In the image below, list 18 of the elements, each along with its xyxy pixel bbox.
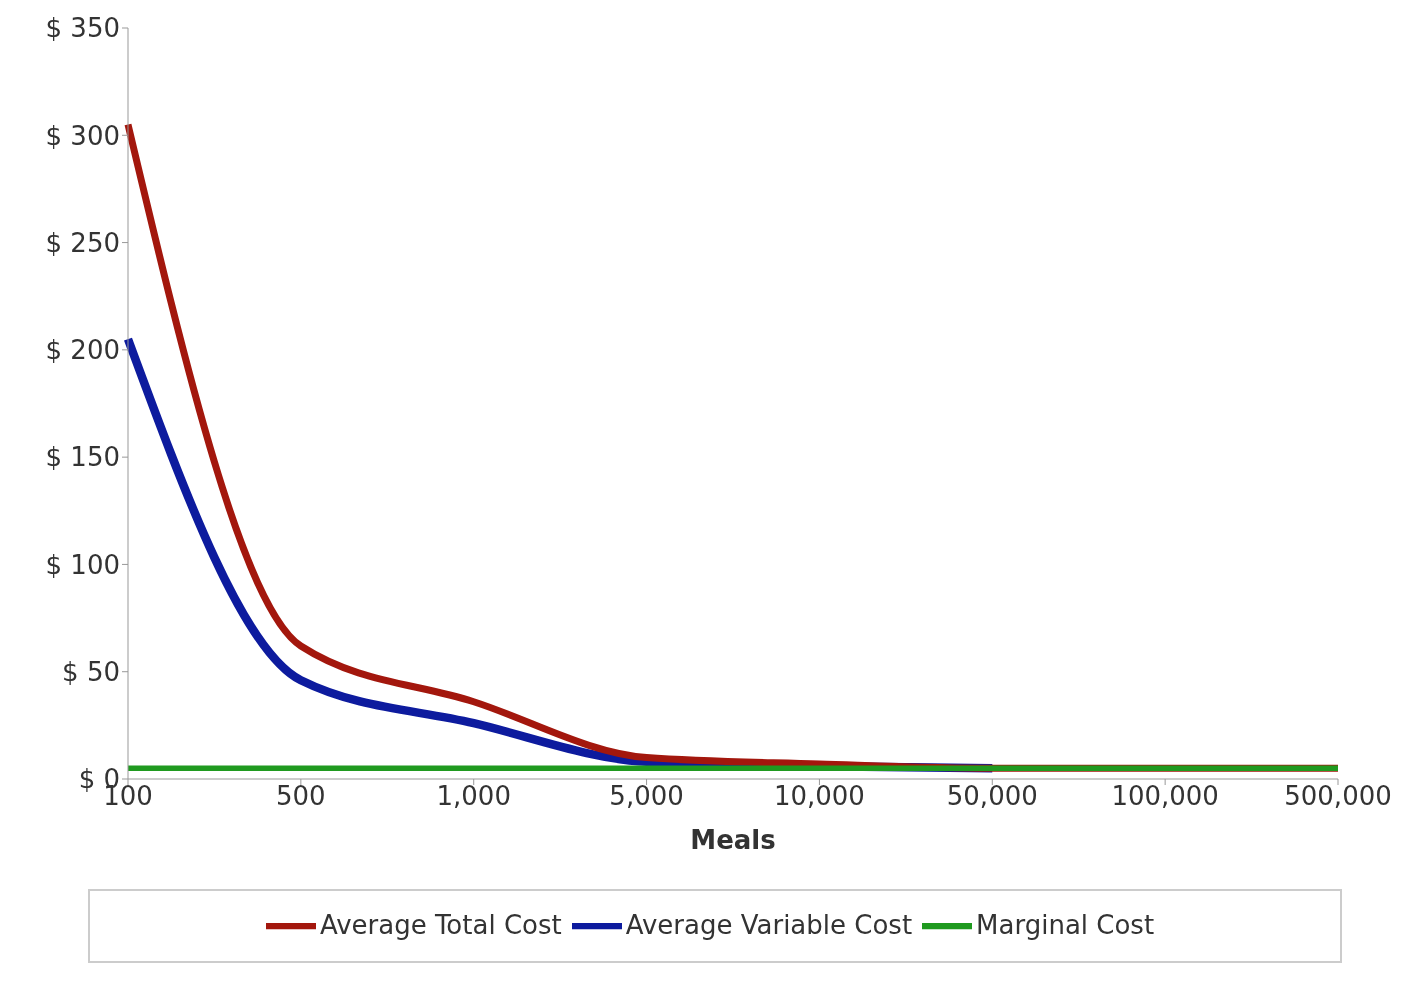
x-axis-title: Meals [690, 825, 776, 855]
y-tick-label: $ 300 [45, 120, 120, 151]
x-tick-label: 500 [276, 781, 326, 812]
y-tick-label: $ 100 [45, 549, 120, 580]
y-tick-label: $ 200 [45, 335, 120, 366]
x-tick-label: 5,000 [609, 781, 684, 812]
legend-label: Average Total Cost [319, 909, 562, 940]
y-tick-label: $ 250 [45, 227, 120, 258]
x-tick-label: 100,000 [1111, 781, 1219, 812]
y-tick-label: $ 50 [62, 656, 120, 687]
legend-label: Average Variable Cost [625, 909, 913, 940]
x-tick-label: 10,000 [773, 781, 865, 812]
x-tick-label: 500,000 [1284, 781, 1392, 812]
x-tick-label: 1,000 [436, 781, 511, 812]
y-tick-label: $ 150 [45, 442, 120, 473]
x-tick-label: 50,000 [946, 781, 1038, 812]
legend-label: Marginal Cost [976, 909, 1155, 940]
y-tick-label: $ 350 [45, 13, 120, 44]
